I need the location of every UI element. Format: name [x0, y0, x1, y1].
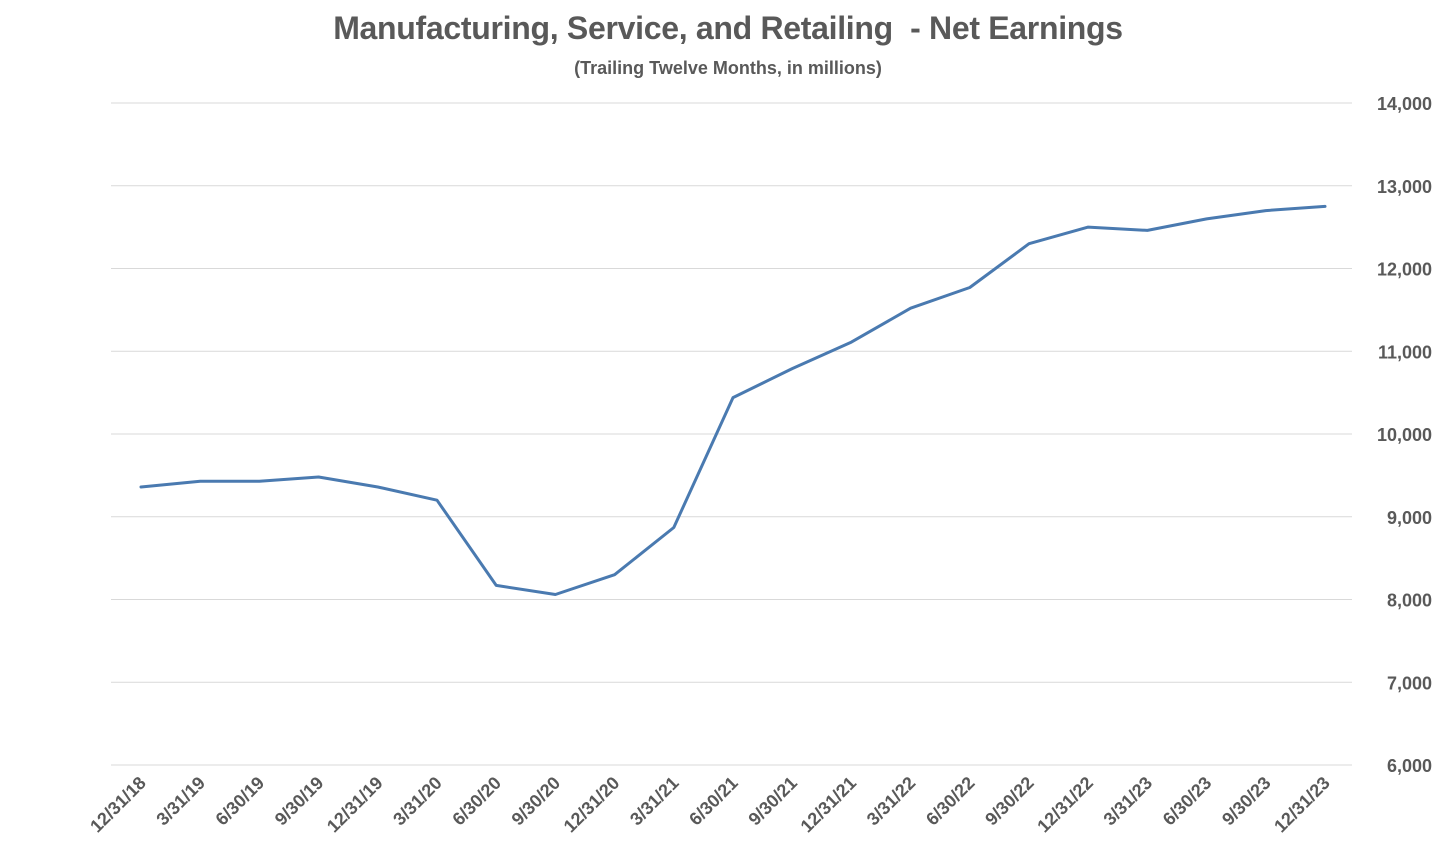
- x-tick-label: 6/30/21: [685, 773, 742, 830]
- x-tick-label: 6/30/20: [448, 773, 505, 830]
- x-tick-label: 9/30/20: [508, 773, 565, 830]
- x-tick-label: 6/30/22: [922, 773, 979, 830]
- x-tick-label: 3/31/19: [152, 773, 209, 830]
- y-tick-label: 7,000: [1387, 673, 1432, 693]
- chart-title: Manufacturing, Service, and Retailing - …: [333, 10, 1123, 46]
- x-tick-label: 3/31/21: [626, 773, 683, 830]
- y-tick-label: 6,000: [1387, 756, 1432, 776]
- x-tick-label: 3/31/20: [389, 773, 446, 830]
- x-tick-label: 9/30/21: [744, 773, 801, 830]
- y-tick-label: 11,000: [1378, 342, 1432, 362]
- x-tick-label: 12/31/19: [323, 773, 387, 837]
- x-tick-label: 12/31/18: [86, 773, 150, 837]
- x-tick-label: 3/31/22: [863, 773, 920, 830]
- y-tick-label: 13,000: [1377, 177, 1432, 197]
- x-tick-label: 9/30/19: [271, 773, 328, 830]
- x-tick-label: 12/31/22: [1033, 773, 1097, 837]
- x-tick-label: 3/31/23: [1100, 773, 1157, 830]
- y-tick-label: 12,000: [1377, 260, 1432, 280]
- y-axis-tick-labels: 6,000 7,000 8,000 9,000 10,000 11,000 12,000 13…: [1377, 94, 1432, 776]
- x-tick-label: 12/31/20: [560, 773, 624, 837]
- chart-subtitle: (Trailing Twelve Months, in millions): [574, 58, 882, 78]
- y-tick-label: 10,000: [1377, 425, 1432, 445]
- series-lines: [139, 204, 1327, 596]
- x-tick-label: 12/31/21: [797, 773, 861, 837]
- y-tick-label: 8,000: [1387, 591, 1432, 611]
- x-tick-label: 9/30/22: [981, 773, 1038, 830]
- x-tick-label: 6/30/23: [1159, 773, 1216, 830]
- x-tick-label: 9/30/23: [1218, 773, 1275, 830]
- series-line: [139, 204, 1327, 596]
- y-tick-label: 9,000: [1387, 508, 1432, 528]
- gridlines: [111, 102, 1352, 766]
- x-tick-label: 6/30/19: [212, 773, 269, 830]
- x-tick-label: 12/31/23: [1270, 773, 1334, 837]
- y-tick-label: 14,000: [1377, 94, 1432, 114]
